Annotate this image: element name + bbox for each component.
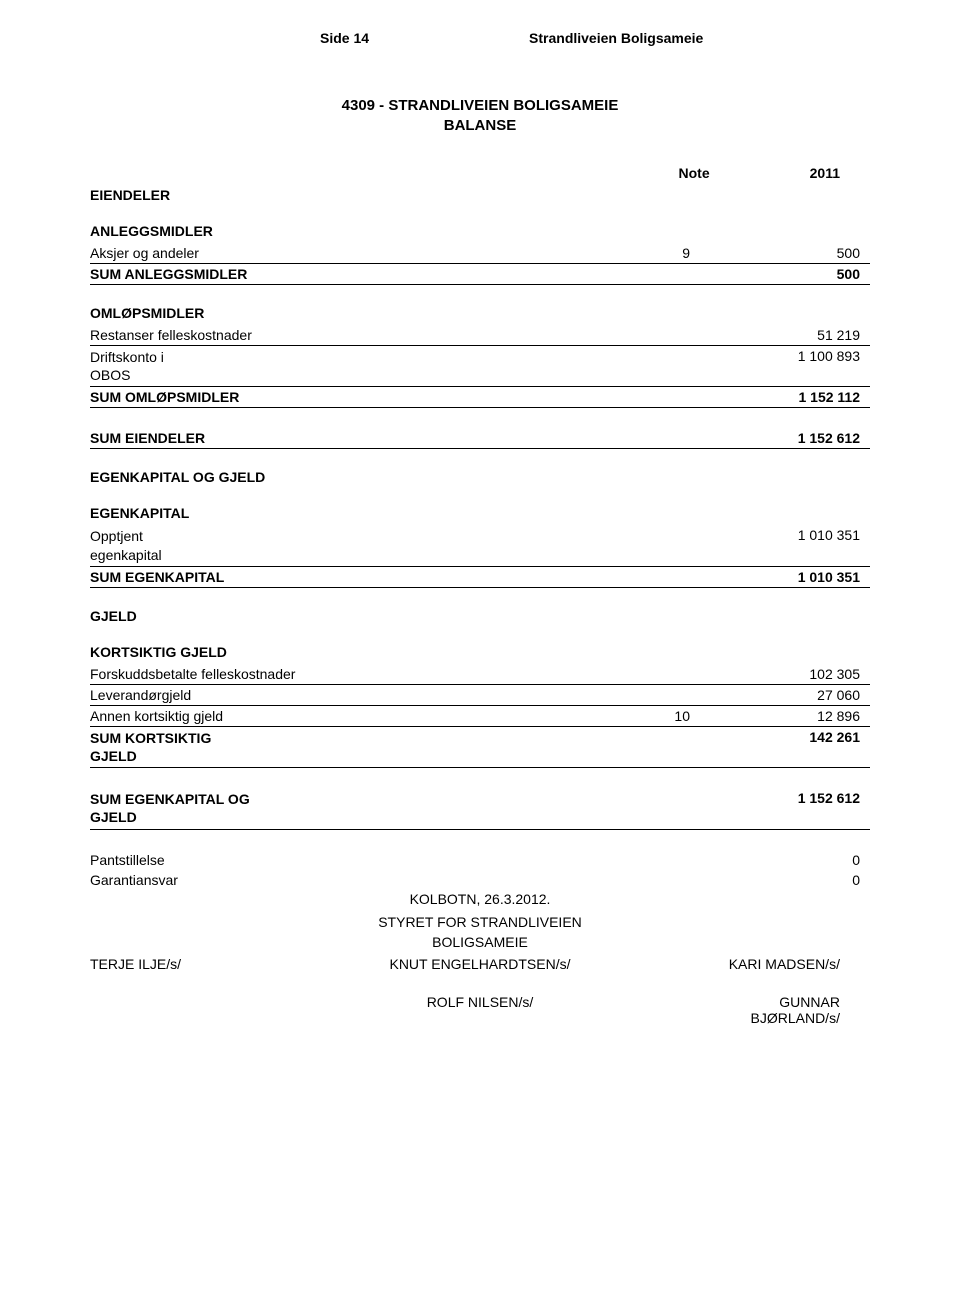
page-number: Side 14 (320, 30, 369, 46)
sum-egenkapital-og-gjeld-row: SUM EGENKAPITAL OG GJELD 1 152 612 (90, 788, 870, 829)
row-label: Leverandørgjeld (90, 687, 630, 703)
note-header: Note (679, 165, 710, 181)
table-row: Leverandørgjeld 27 060 (90, 685, 870, 706)
sum-label: SUM EGENKAPITAL OG GJELD (90, 790, 630, 826)
signature-row-1: TERJE ILJE/s/ KNUT ENGELHARDTSEN/s/ KARI… (90, 956, 870, 972)
table-row: Driftskonto i OBOS 1 100 893 (90, 346, 870, 387)
sum-eiendeler-row: SUM EIENDELER 1 152 612 (90, 428, 870, 449)
sum-value: 142 261 (750, 729, 870, 765)
row-value: 1 100 893 (750, 348, 870, 384)
kortsiktig-gjeld-title: KORTSIKTIG GJELD (90, 644, 870, 660)
row-value: 102 305 (750, 666, 870, 682)
row-label: Pantstillelse (90, 852, 630, 868)
sum-label: SUM OMLØPSMIDLER (90, 389, 630, 405)
sum-row: SUM OMLØPSMIDLER 1 152 112 (90, 387, 870, 408)
row-value: 500 (750, 245, 870, 261)
gjeld-title: GJELD (90, 608, 870, 624)
document-title: 4309 - STRANDLIVEIEN BOLIGSAMEIE BALANSE (90, 96, 870, 135)
garantiansvar-row: Garantiansvar 0 (90, 870, 870, 890)
sum-value: 1 152 112 (750, 389, 870, 405)
row-value: 0 (750, 872, 870, 888)
sum-label: SUM KORTSIKTIG GJELD (90, 729, 630, 765)
styre-line: STYRET FOR STRANDLIVEIEN BOLIGSAMEIE (90, 913, 870, 952)
eiendeler-title: EIENDELER (90, 187, 870, 203)
row-note: 9 (630, 245, 750, 261)
row-label: Annen kortsiktig gjeld (90, 708, 630, 724)
signature: GUNNAR BJØRLAND/s/ (613, 994, 870, 1026)
sum-label: SUM EIENDELER (90, 430, 630, 446)
table-row: Restanser felleskostnader 51 219 (90, 325, 870, 346)
table-row: Annen kortsiktig gjeld 10 12 896 (90, 706, 870, 727)
anleggsmidler-title: ANLEGGSMIDLER (90, 223, 870, 239)
sum-label: SUM ANLEGGSMIDLER (90, 266, 630, 282)
year-header: 2011 (810, 165, 840, 181)
signature: KARI MADSEN/s/ (613, 956, 870, 972)
sum-value: 1 010 351 (750, 569, 870, 585)
entity-name: Strandliveien Boligsameie (529, 30, 703, 46)
omlopsmidler-title: OMLØPSMIDLER (90, 305, 870, 321)
row-label: Opptjent egenkapital (90, 527, 630, 563)
table-row: Forskuddsbetalte felleskostnader 102 305 (90, 664, 870, 685)
row-label: Forskuddsbetalte felleskostnader (90, 666, 630, 682)
place-date: KOLBOTN, 26.3.2012. (90, 890, 870, 910)
page-header: Side 14 Strandliveien Boligsameie (90, 30, 870, 46)
sum-value: 1 152 612 (750, 430, 870, 446)
row-value: 12 896 (750, 708, 870, 724)
row-value: 27 060 (750, 687, 870, 703)
signature: KNUT ENGELHARDTSEN/s/ (347, 956, 612, 972)
egenkapital-og-gjeld-title: EGENKAPITAL OG GJELD (90, 469, 870, 485)
sum-row: SUM EGENKAPITAL 1 010 351 (90, 567, 870, 588)
row-label: Aksjer og andeler (90, 245, 630, 261)
sum-value: 500 (750, 266, 870, 282)
sum-label: SUM EGENKAPITAL (90, 569, 630, 585)
sum-value: 1 152 612 (750, 790, 870, 826)
row-label: Driftskonto i OBOS (90, 348, 630, 384)
footer: Pantstillelse 0 Garantiansvar 0 KOLBOTN,… (90, 850, 870, 1027)
row-value: 51 219 (750, 327, 870, 343)
table-row: Opptjent egenkapital 1 010 351 (90, 525, 870, 566)
title-line-2: BALANSE (90, 116, 870, 136)
row-value: 1 010 351 (750, 527, 870, 563)
egenkapital-title: EGENKAPITAL (90, 505, 870, 521)
signature: TERJE ILJE/s/ (90, 956, 347, 972)
row-value: 0 (750, 852, 870, 868)
title-line-1: 4309 - STRANDLIVEIEN BOLIGSAMEIE (90, 96, 870, 116)
signature: ROLF NILSEN/s/ (347, 994, 612, 1026)
row-label: Garantiansvar (90, 872, 630, 888)
table-row: Aksjer og andeler 9 500 (90, 243, 870, 264)
pantstillelse-row: Pantstillelse 0 (90, 850, 870, 870)
row-note: 10 (630, 708, 750, 724)
signature-row-2: ROLF NILSEN/s/ GUNNAR BJØRLAND/s/ (90, 994, 870, 1026)
sum-row: SUM KORTSIKTIG GJELD 142 261 (90, 727, 870, 768)
column-headers: Note 2011 (90, 165, 870, 181)
sum-row: SUM ANLEGGSMIDLER 500 (90, 264, 870, 285)
row-label: Restanser felleskostnader (90, 327, 630, 343)
